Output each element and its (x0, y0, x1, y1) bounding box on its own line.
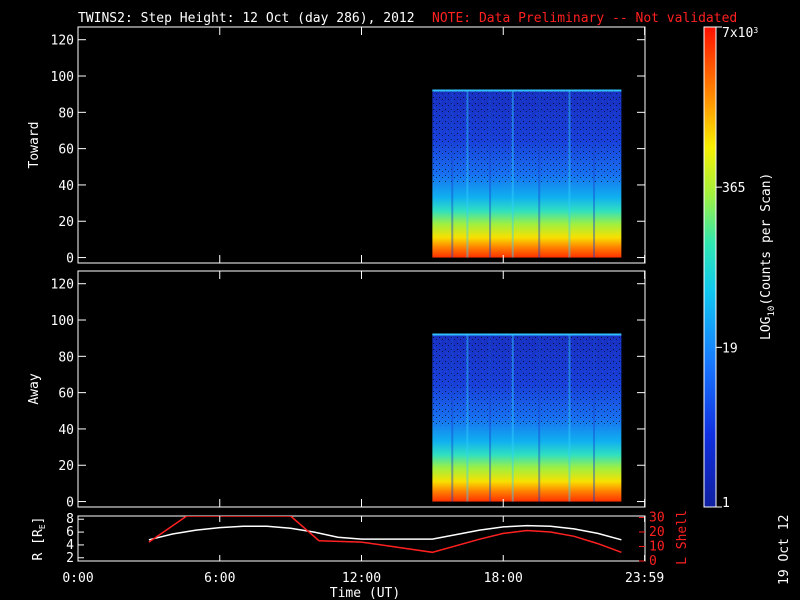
y-tick-label-right: 30 (649, 510, 665, 525)
colorbar-tick-label: 1 (722, 496, 730, 511)
x-axis-label: Time (UT) (330, 586, 400, 600)
heatmap-streak (538, 334, 541, 502)
y-axis-label-right: L Shell (675, 510, 690, 565)
colorbar-tick-label: 19 (722, 341, 738, 356)
y-axis-label: Toward (27, 122, 42, 169)
y-tick-label-left: 2 (66, 551, 74, 566)
heatmap-streak (593, 334, 596, 502)
heatmap-streak (489, 90, 492, 258)
y-tick-label: 0 (66, 496, 74, 511)
heatmap-noise (432, 334, 622, 427)
y-axis-label: Away (27, 373, 42, 404)
y-axis-label-left: R [RE] (31, 517, 47, 561)
y-tick-label: 60 (58, 143, 74, 158)
heatmap-streak (466, 334, 469, 502)
x-tick-label: 12:00 (342, 571, 381, 586)
series-lshell-line (148, 516, 622, 554)
x-tick-label: 0:00 (62, 571, 93, 586)
heatmap-streak (568, 90, 571, 258)
colorbar-label: LOG10(Counts per Scan) (759, 173, 777, 340)
y-tick-label: 40 (58, 423, 74, 438)
colorbar: 1 19 365 7x103 LOG10(Counts per Scan) (703, 26, 777, 511)
y-tick-label: 80 (58, 106, 74, 121)
x-tick-label: 6:00 (204, 571, 235, 586)
heatmap-streak (451, 334, 454, 502)
y-tick-label-right: 0 (649, 554, 657, 569)
heatmap-noise (432, 90, 622, 183)
heatmap-streak (568, 334, 571, 502)
x-axis: 0:00 6:00 12:00 18:00 23:59 (62, 571, 664, 586)
heatmap-streak (538, 90, 541, 258)
colorbar-tick-label: 7x103 (722, 26, 758, 41)
series-r-line (148, 524, 622, 541)
y-tick-label-right: 20 (649, 525, 665, 540)
side-date: 19 Oct 12 (777, 515, 792, 585)
heatmap-streak (593, 90, 596, 258)
panel-toward: 0 20 40 60 80 100 120 Toward (27, 26, 646, 267)
chart-note: NOTE: Data Preliminary -- Not validated (432, 11, 737, 26)
y-tick-label: 0 (66, 252, 74, 267)
y-tick-label: 60 (58, 387, 74, 402)
heatmap-streak (466, 90, 469, 258)
y-tick-label: 120 (51, 34, 74, 49)
heatmap-streak (451, 90, 454, 258)
y-tick-label-right: 10 (649, 539, 665, 554)
y-tick-label: 20 (58, 459, 74, 474)
y-tick-label-left: 4 (66, 538, 74, 553)
y-tick-label: 20 (58, 215, 74, 230)
chart-title: TWINS2: Step Height: 12 Oct (day 286), 2… (78, 11, 415, 26)
y-tick-label-left: 8 (66, 512, 74, 527)
heatmap-streak (511, 334, 514, 502)
x-tick-label: 23:59 (625, 571, 664, 586)
heatmap-streak (511, 90, 514, 258)
x-tick-label: 18:00 (484, 571, 523, 586)
y-tick-label: 80 (58, 350, 74, 365)
y-tick-label: 100 (51, 314, 74, 329)
y-tick-label-left: 6 (66, 525, 74, 540)
colorbar-scale (703, 26, 717, 508)
panel-away: 0 20 40 60 80 100 120 Away (27, 270, 646, 511)
colorbar-tick-label: 365 (722, 181, 745, 196)
y-tick-label: 40 (58, 179, 74, 194)
y-tick-label: 120 (51, 278, 74, 293)
y-tick-label: 100 (51, 70, 74, 85)
heatmap-streak (489, 334, 492, 502)
